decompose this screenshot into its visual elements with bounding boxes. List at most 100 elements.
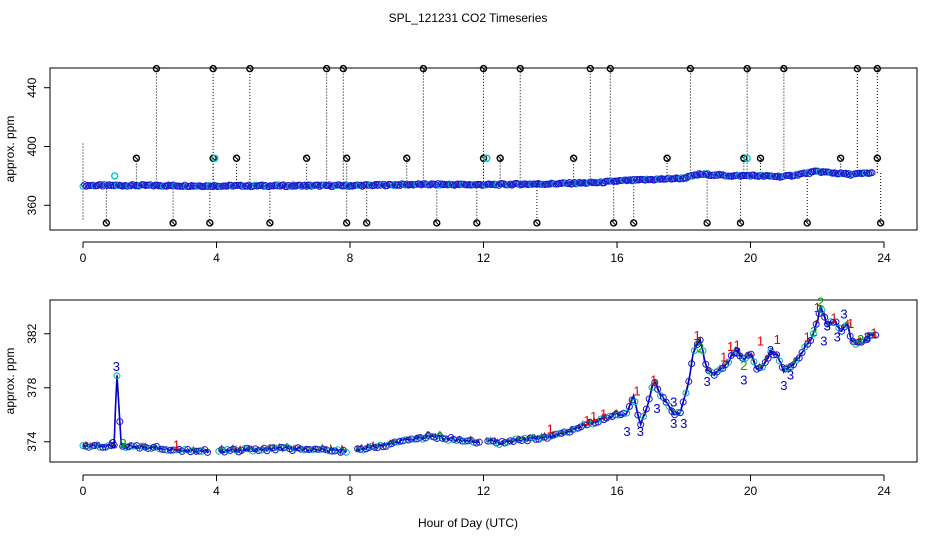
outlier-point [606, 64, 615, 73]
data-point [812, 320, 820, 328]
series-marker-label: 3 [864, 329, 871, 344]
series-marker-label: 1 [693, 328, 700, 343]
series-marker-label: 3 [653, 401, 660, 416]
series-marker-label: 3 [703, 374, 710, 389]
data-point [673, 408, 681, 416]
data-point [758, 171, 766, 179]
data-point [329, 182, 337, 190]
series-marker-label: 3 [623, 424, 630, 439]
data-point [791, 171, 799, 179]
data-point [623, 409, 631, 417]
series-marker-label: 3 [820, 334, 827, 349]
series-marker-label: 1 [173, 437, 180, 452]
outlier-mark [517, 66, 523, 71]
data-point [620, 409, 628, 417]
outlier-point [419, 64, 428, 73]
series-marker-label: 3 [113, 359, 120, 374]
data-point [868, 169, 876, 177]
y-tick-label: 382 [25, 323, 39, 343]
data-point [340, 182, 348, 190]
outlier-point [322, 64, 331, 73]
data-point [682, 389, 690, 397]
data-point [314, 181, 322, 189]
data-point [252, 181, 260, 189]
data-point [829, 318, 837, 326]
bottom-y-axis-label: approx. ppm [3, 348, 17, 415]
data-point [804, 168, 812, 176]
x-tick-label: 12 [477, 251, 491, 265]
outlier-point [873, 64, 882, 73]
data-point [600, 179, 608, 187]
data-point [792, 170, 800, 178]
series-marker-label: 1 [633, 383, 640, 398]
outlier-point [339, 64, 348, 73]
series-marker-label: 2 [119, 436, 126, 451]
data-point [628, 177, 636, 185]
outlier-mark [207, 220, 213, 226]
series-marker-label: 1 [547, 421, 554, 436]
bottom-y-axis: 374 378 382 [25, 323, 51, 452]
outlier-point [111, 172, 119, 180]
data-point [641, 176, 649, 184]
outlier-point [232, 154, 241, 162]
x-tick-label: 16 [610, 251, 624, 265]
top-y-axis: 360 400 440 [25, 77, 51, 215]
outlier-mark [874, 155, 880, 161]
data-point [495, 181, 503, 189]
data-point [764, 354, 772, 362]
data-point [745, 171, 753, 179]
data-point [243, 182, 251, 190]
data-point [227, 181, 235, 189]
data-point [358, 182, 366, 190]
data-point [694, 171, 702, 179]
data-point [99, 182, 107, 190]
data-point [204, 182, 212, 190]
data-point [631, 398, 639, 406]
data-point [755, 172, 763, 180]
data-point [357, 181, 365, 189]
outlier-mark [571, 155, 576, 161]
data-point [685, 377, 693, 385]
outlier-mark [344, 155, 350, 161]
x-tick-label: 24 [877, 251, 891, 265]
data-point [163, 182, 171, 190]
series-marker-label: 1 [774, 332, 781, 347]
outlier-point [876, 219, 885, 227]
x-tick-label: 8 [347, 251, 354, 265]
data-point [298, 183, 306, 191]
outlier-mark [804, 220, 810, 226]
data-point [846, 332, 854, 340]
data-point [564, 180, 572, 188]
data-point [735, 171, 743, 179]
data-point [677, 174, 685, 182]
outlier-point [569, 154, 578, 162]
data-point [821, 313, 829, 321]
outlier-point [473, 219, 481, 227]
series-marker-label: 3 [767, 343, 774, 358]
x-tick-label: 20 [744, 251, 758, 265]
x-tick-label: 0 [80, 484, 87, 498]
data-point [245, 181, 253, 189]
data-point [372, 180, 380, 188]
data-point [712, 170, 720, 178]
series-marker-label: 3 [840, 307, 847, 322]
data-point [283, 183, 291, 191]
outlier-point [342, 154, 351, 162]
data-point [237, 181, 245, 189]
data-point [860, 336, 868, 344]
data-point [872, 331, 880, 339]
outlier-mark [781, 66, 787, 71]
data-point [746, 172, 754, 180]
data-point [506, 180, 514, 188]
top-x-axis: 0 4 8 12 16 20 24 [80, 241, 891, 265]
outlier-mark [758, 155, 763, 161]
data-point [724, 358, 732, 366]
data-point [688, 360, 696, 368]
outlier-point [736, 219, 745, 227]
data-point [679, 398, 687, 406]
data-point [179, 182, 187, 190]
outlier-point [266, 219, 274, 227]
data-point [383, 182, 391, 190]
data-point [508, 181, 516, 189]
